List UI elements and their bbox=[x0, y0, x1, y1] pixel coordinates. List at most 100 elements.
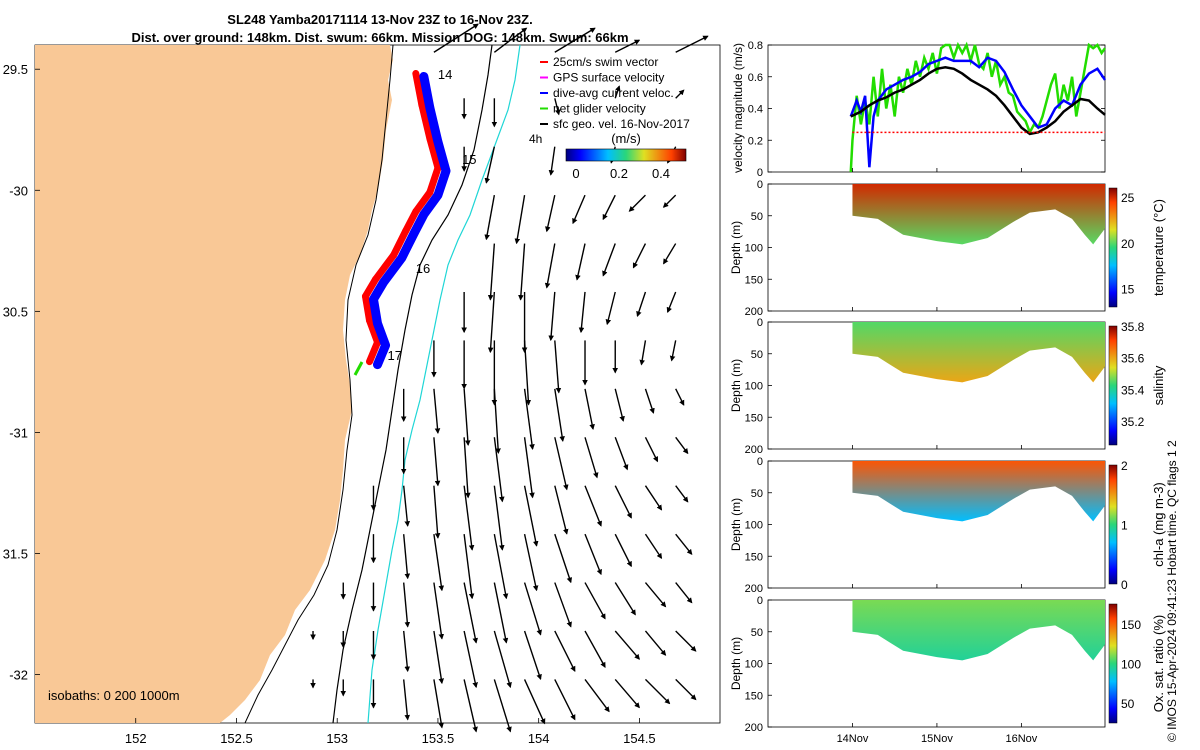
section-y-tick-label: 100 bbox=[745, 520, 763, 532]
geo-velocity-arrow bbox=[463, 679, 478, 733]
geo-velocity-arrow bbox=[614, 582, 636, 616]
map-y-tick-label: 30.5 bbox=[3, 304, 28, 319]
geo-velocity-arrow bbox=[545, 194, 556, 233]
velocity-y-ticks: 0 0.2 0.4 0.6 0.8 bbox=[748, 40, 1105, 179]
title-line-2: Dist. over ground: 148km. Dist. swum: 66… bbox=[131, 30, 629, 45]
geo-velocity-arrow bbox=[433, 485, 441, 539]
section-colorbar-label: Ox. sat. ratio (%) bbox=[1151, 615, 1166, 713]
velocity-y-tick-label: 0.4 bbox=[748, 104, 763, 116]
geostrophic-velocity-vectors bbox=[310, 23, 709, 733]
section-colorbar-label: temperature (°C) bbox=[1151, 199, 1166, 296]
geo-velocity-arrow bbox=[584, 582, 606, 620]
geo-velocity-arrow bbox=[554, 630, 576, 672]
section-colorbar bbox=[1108, 464, 1118, 585]
geo-velocity-arrow bbox=[675, 678, 697, 701]
day-label: 15 bbox=[462, 152, 476, 167]
section-colorbar-label: salinity bbox=[1151, 365, 1166, 405]
geo-velocity-arrow bbox=[554, 582, 572, 628]
isobath-0m bbox=[244, 44, 394, 724]
net-glider-velocity-segment bbox=[353, 361, 364, 376]
geo-velocity-arrow bbox=[463, 534, 475, 600]
geo-velocity-arrow bbox=[675, 388, 685, 406]
geo-velocity-arrow bbox=[614, 39, 641, 53]
map-x-tick-label: 152.5 bbox=[220, 731, 253, 746]
section-y-tick-label: 100 bbox=[745, 243, 763, 255]
section-y-tick-label: 150 bbox=[745, 412, 763, 424]
geo-velocity-arrow bbox=[614, 533, 632, 568]
geo-velocity-arrow bbox=[554, 679, 576, 721]
swim-vector-segment bbox=[412, 188, 434, 215]
section-y-tick-label: 200 bbox=[745, 583, 763, 595]
geo-velocity-arrow bbox=[433, 437, 441, 487]
section-y-tick-label: 50 bbox=[751, 211, 763, 223]
map-x-tick-label: 153.5 bbox=[422, 731, 455, 746]
section-colorbar-tick: 1 bbox=[1121, 519, 1128, 533]
dive-avg-current-track bbox=[368, 71, 451, 370]
geo-velocity-arrow bbox=[614, 388, 625, 422]
geo-velocity-arrow bbox=[493, 437, 505, 503]
swim-vector-segment bbox=[426, 164, 442, 196]
geo-velocity-arrow bbox=[644, 582, 667, 608]
section-colorbar-tick: 50 bbox=[1121, 697, 1135, 711]
geo-velocity-arrow bbox=[675, 485, 689, 503]
velocity-y-tick-label: 0.8 bbox=[748, 40, 763, 52]
geo-velocity-arrow bbox=[463, 582, 478, 644]
geo-velocity-arrow bbox=[523, 630, 542, 681]
geo-velocity-arrow bbox=[675, 89, 685, 99]
section-colorbar-label: chl-a (mg m-3) bbox=[1151, 482, 1166, 567]
section-ylabel: Depth (m) bbox=[729, 359, 743, 412]
map-colorbar-bar bbox=[565, 148, 687, 162]
swim-vector-segment bbox=[412, 69, 426, 109]
section-colorbar-tick: 25 bbox=[1121, 191, 1135, 205]
geo-velocity-arrow bbox=[463, 485, 475, 551]
geo-velocity-arrow bbox=[575, 243, 586, 281]
geo-velocity-arrow bbox=[605, 291, 616, 326]
map-x-tick-label: 154 bbox=[528, 731, 550, 746]
geo-velocity-arrow bbox=[493, 485, 505, 551]
map-x-tick-label: 153 bbox=[326, 731, 348, 746]
time-tick-label: 16Nov bbox=[1005, 733, 1037, 745]
swim-vector-segment bbox=[366, 316, 382, 346]
map-land bbox=[35, 45, 393, 723]
day-label: 14 bbox=[438, 67, 452, 82]
geo-velocity-arrow bbox=[554, 27, 596, 53]
geo-velocity-arrow bbox=[433, 23, 479, 53]
geo-velocity-arrow bbox=[614, 485, 632, 519]
geo-velocity-arrow bbox=[614, 630, 640, 660]
swim-vector-band bbox=[361, 69, 442, 366]
section-colorbar-tick: 35.8 bbox=[1121, 320, 1145, 334]
legend-entry: dive-avg current veloc. bbox=[553, 86, 674, 100]
section-colorbar-tick: 35.4 bbox=[1121, 383, 1145, 397]
section-ylabel: Depth (m) bbox=[729, 221, 743, 274]
map-scale-label: 4h bbox=[529, 132, 542, 146]
geo-velocity-arrow bbox=[493, 533, 509, 600]
geo-velocity-arrow bbox=[675, 582, 693, 604]
geo-velocity-arrow bbox=[487, 291, 496, 354]
geo-velocity-arrow bbox=[644, 436, 659, 463]
section-y-tick-label: 150 bbox=[745, 274, 763, 286]
legend-entry: sfc geo. vel. 16-Nov-2017 bbox=[553, 117, 690, 131]
map-colorbar-tick: 0 bbox=[572, 166, 579, 181]
map-y-tick-label: -31 bbox=[9, 425, 28, 440]
map-colorbar: (m/s) 0 0.2 0.4 bbox=[565, 131, 687, 181]
geo-velocity-arrow bbox=[463, 630, 478, 689]
geo-velocity-arrow bbox=[669, 340, 677, 362]
geo-velocity-arrow bbox=[675, 533, 693, 556]
section-y-tick-label: 50 bbox=[751, 488, 763, 500]
map-colorbar-label: (m/s) bbox=[611, 131, 641, 146]
map-colorbar-tick: 0.2 bbox=[610, 166, 628, 181]
velocity-y-tick-label: 0 bbox=[757, 167, 763, 179]
geo-velocity-arrow bbox=[584, 388, 595, 430]
time-x-ticks: 14Nov 15Nov 16Nov bbox=[837, 168, 1038, 745]
geo-velocity-arrow bbox=[675, 35, 709, 53]
geo-velocity-arrow bbox=[548, 291, 556, 342]
geo-velocity-arrow bbox=[614, 85, 621, 99]
section-colorbar bbox=[1108, 603, 1118, 724]
section-colorbar-tick: 150 bbox=[1121, 618, 1141, 632]
geo-velocity-arrow bbox=[632, 243, 647, 269]
geo-velocity-arrow bbox=[614, 437, 629, 471]
velocity-y-tick-label: 0.6 bbox=[748, 72, 763, 84]
geo-velocity-arrow bbox=[463, 437, 471, 499]
